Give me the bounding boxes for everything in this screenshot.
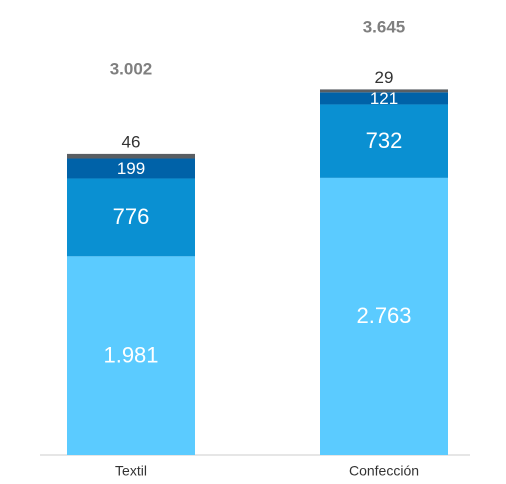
value-label: 1.981	[103, 342, 158, 367]
bar-segment	[67, 178, 195, 257]
bar-segment	[67, 153, 195, 159]
value-label: 46	[122, 132, 141, 151]
total-label: 3.002	[110, 59, 153, 78]
bar-segment	[320, 92, 448, 105]
total-label: 3.645	[363, 17, 406, 36]
bar-segment	[320, 177, 448, 455]
value-label: 29	[375, 68, 394, 87]
x-tick-label: Textil	[115, 463, 147, 479]
value-label: 776	[113, 204, 150, 229]
value-label: 199	[117, 159, 145, 178]
bar-segment	[67, 256, 195, 455]
bar-segment	[67, 158, 195, 179]
value-label: 121	[370, 89, 398, 108]
value-label: 2.763	[356, 303, 411, 328]
bar-segment	[320, 89, 448, 93]
bar-segment	[320, 104, 448, 178]
value-label: 732	[366, 128, 403, 153]
x-tick-label: Confección	[349, 463, 419, 479]
